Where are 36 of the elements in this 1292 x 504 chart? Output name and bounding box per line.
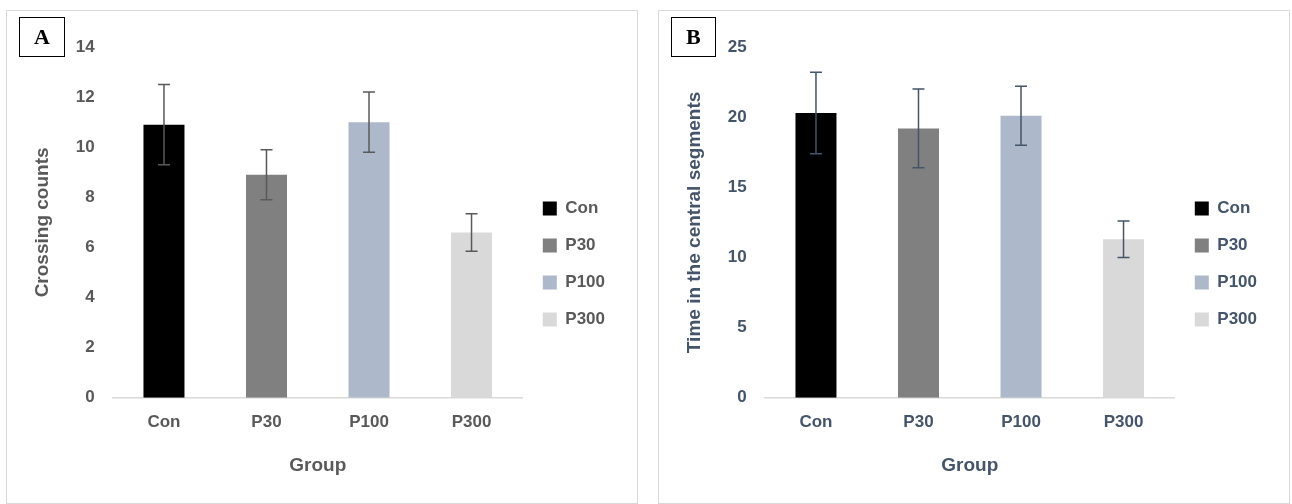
y-tick-label: 10 xyxy=(75,136,95,156)
y-tick-label: 6 xyxy=(85,237,95,257)
legend-label: P30 xyxy=(1217,235,1248,255)
x-tick-label: P300 xyxy=(1103,411,1144,431)
y-tick-label: 2 xyxy=(85,337,95,357)
x-axis-title: Group xyxy=(289,453,347,475)
x-tick-label: P100 xyxy=(1001,411,1041,431)
y-tick-label: 12 xyxy=(75,86,95,106)
y-tick-label: 25 xyxy=(727,36,747,56)
legend-label: P300 xyxy=(565,309,605,329)
legend-label: Con xyxy=(1217,198,1251,218)
y-tick-label: 4 xyxy=(85,287,96,307)
legend-label: P100 xyxy=(565,272,605,292)
y-tick-label: 20 xyxy=(727,106,747,126)
y-tick-label: 0 xyxy=(85,387,95,407)
x-tick-label: Con xyxy=(799,411,833,431)
y-tick-label: 15 xyxy=(727,177,747,197)
y-tick-label: 14 xyxy=(75,36,96,56)
legend-label: P100 xyxy=(1217,272,1257,292)
x-tick-label: P30 xyxy=(903,411,934,431)
x-tick-label: P30 xyxy=(251,411,282,431)
chart-title: B xyxy=(671,17,716,57)
legend-label: P300 xyxy=(1217,309,1257,329)
chart-title: A xyxy=(19,17,65,57)
y-tick-label: 8 xyxy=(85,187,95,207)
legend-label: Con xyxy=(565,198,599,218)
x-tick-label: Con xyxy=(147,411,181,431)
y-tick-label: 5 xyxy=(737,317,747,337)
y-axis-title: Time in the central segments xyxy=(682,91,704,354)
x-axis-title: Group xyxy=(941,453,999,475)
y-tick-label: 10 xyxy=(727,247,747,267)
legend-label: P30 xyxy=(565,235,596,255)
y-tick-label: 0 xyxy=(737,387,747,407)
y-axis-title: Crossing counts xyxy=(30,147,52,298)
x-tick-label: P100 xyxy=(349,411,389,431)
x-tick-label: P300 xyxy=(451,411,492,431)
